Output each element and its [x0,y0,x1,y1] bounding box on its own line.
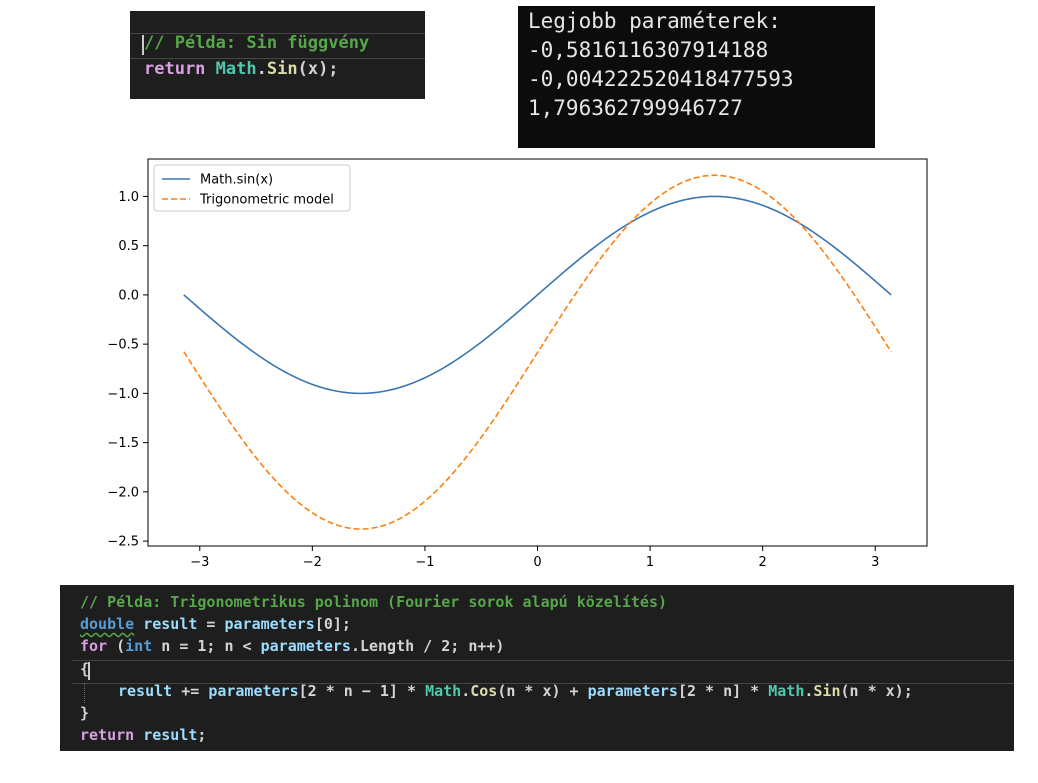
y-tick-label: −1.0 [107,387,139,402]
loop-init: n = 1; n < [152,637,261,655]
code-line-close-brace: } [80,704,89,722]
y-tick-label: 0.5 [118,239,139,254]
x-tick-label: 0 [533,555,541,570]
text-cursor [142,35,144,55]
series-line-sin [183,195,892,395]
console-line: -0,5816116307914188 [528,38,769,62]
x-tick-label: −1 [415,555,434,570]
y-tick-label: −2.5 [107,535,139,550]
code-line-for: for (int n = 1; n < parameters.Length / … [80,637,504,655]
x-tick-label: −3 [190,555,209,570]
class-math: Math [768,682,805,700]
legend-label: Trigonometric model [199,193,334,208]
code-line-comment: // Példa: Trigonometrikus polinom (Fouri… [80,593,667,611]
y-tick-label: −2.0 [107,485,139,500]
method-cos: Cos [470,682,498,700]
console-line: Legjobb paraméterek: [528,9,781,33]
keyword-return: return [144,59,206,79]
text-cursor [88,662,90,680]
current-line-highlight [72,660,1014,684]
keyword-return: return [80,726,135,744]
code-line-comment: // Példa: Sin függvény [144,33,369,53]
loop-condition: .Length / 2; n++) [350,637,505,655]
dot-operator: . [804,682,814,700]
keyword-for: for [80,637,108,655]
y-tick-label: −0.5 [107,338,139,353]
code-line-declaration: double result = parameters[0]; [80,615,351,633]
console-output: Legjobb paraméterek: -0,5816116307914188… [518,6,875,148]
indent-guide [84,683,86,703]
identifier-result: result [134,726,198,744]
code-snippet-sin: // Példa: Sin függvény return Math.Sin(x… [130,11,425,99]
x-tick-label: −2 [303,555,322,570]
console-line: -0,004222520418477593 [528,67,794,91]
paren-open: ( [107,637,126,655]
call-args: (x); [297,59,339,79]
x-tick-label: 2 [759,555,767,570]
code-snippet-fourier: // Példa: Trigonometrikus polinom (Fouri… [60,585,1014,751]
dot-operator: . [461,682,471,700]
y-tick-label: −1.5 [107,436,139,451]
line-chart: −3 −2 −1 0 1 2 3 1.0 0.5 0.0 −0.5 −1.0 −1.5 −2.0 −2.5 M… [107,158,928,570]
identifier-result: result [118,682,173,700]
class-math: Math [425,682,462,700]
code-comment: // Példa: Trigonometrikus polinom (Fouri… [80,593,667,611]
dot-operator: . [256,59,267,79]
code-line-return: return result; [80,726,206,744]
brace-open: { [80,660,90,678]
series-line-model [183,174,892,530]
index-expression: [2 * n − 1] * [298,682,426,700]
x-tick-label: 3 [871,555,879,570]
identifier-parameters: parameters [208,682,299,700]
legend-box [153,164,351,212]
current-line-highlight [130,33,425,59]
identifier-result: result [134,615,198,633]
brace-close: } [80,704,90,722]
y-tick-label: 1.0 [118,190,139,205]
class-math: Math [215,59,257,79]
code-comment: // Példa: Sin függvény [144,33,370,53]
identifier-parameters: parameters [224,615,315,633]
identifier-parameters: parameters [587,682,678,700]
semicolon: ; [197,726,207,744]
identifier-parameters: parameters [260,637,351,655]
code-line-return: return Math.Sin(x); [144,59,339,79]
call-args: (n * x); [840,682,913,700]
plus-assign-operator: += [172,682,209,700]
call-args: (n * x) + [497,682,588,700]
keyword-double: double [80,615,135,633]
index-expression: [2 * n] * [677,682,769,700]
code-line-body: result += parameters[2 * n − 1] * Math.C… [118,682,913,700]
index-expression: [0]; [314,615,351,633]
x-tick-label: 1 [646,555,654,570]
assign-operator: = [197,615,225,633]
method-sin: Sin [266,59,298,79]
keyword-int: int [125,637,153,655]
code-line-open-brace: { [80,660,89,678]
y-tick-label: 0.0 [118,288,139,303]
legend-label: Math.sin(x) [200,173,273,188]
console-line: 1,796362799946727 [528,96,743,120]
method-sin: Sin [813,682,841,700]
